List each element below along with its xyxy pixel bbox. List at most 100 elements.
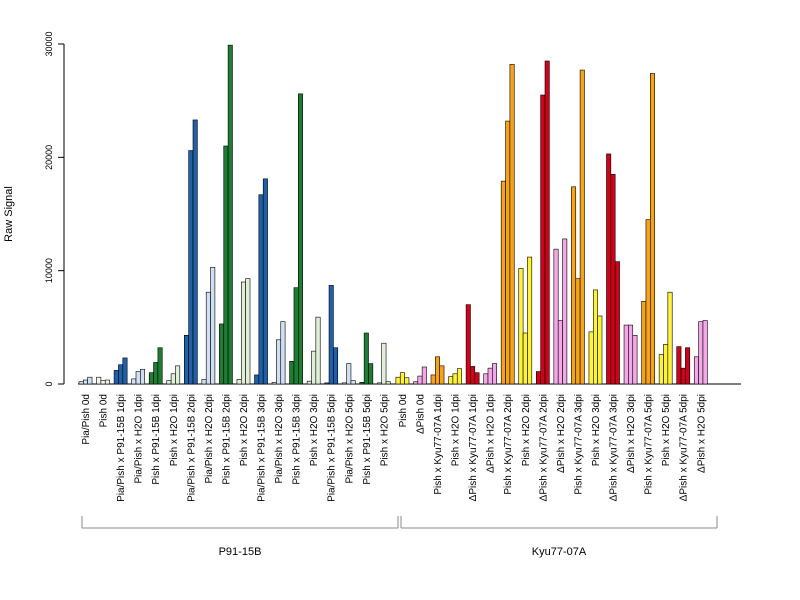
bar: [557, 320, 563, 385]
x-tick-label: ΔPish 0d: [415, 394, 426, 434]
bar: [663, 344, 669, 385]
bar: [456, 368, 462, 385]
bar: [540, 94, 546, 385]
bar: [205, 291, 211, 385]
bar: [135, 371, 141, 385]
bars: [78, 44, 708, 385]
bar: [421, 366, 427, 385]
bar: [610, 174, 616, 385]
bar: [223, 145, 229, 385]
bar: [698, 321, 704, 385]
bar: [289, 361, 295, 385]
x-tick-label: Pish x Kyu77-07A 3dpi: [573, 394, 584, 495]
x-tick-label: Pish x P91-15B 2dpi: [221, 394, 232, 485]
bar: [385, 381, 391, 385]
bar: [254, 374, 260, 385]
bar: [381, 342, 387, 385]
x-tick-label: ΔPish x H2O 3dpi: [626, 394, 637, 473]
bar: [100, 380, 106, 385]
x-tick-label: Pia/Pish x P91-15B 2dpi: [186, 394, 197, 502]
bar: [417, 375, 423, 385]
x-tick-label: Pish x H2O 5dpi: [379, 394, 390, 466]
bar: [474, 372, 480, 385]
x-tick-label: ΔPish x H2O 2dpi: [556, 394, 567, 473]
bar: [276, 339, 282, 385]
bar: [509, 64, 515, 385]
bar: [487, 367, 493, 385]
x-tick-label: Pia/Pish x P91-15B 1dpi: [116, 394, 127, 502]
bar: [685, 347, 691, 385]
bar: [166, 380, 172, 385]
bar: [113, 370, 119, 385]
bar: [188, 150, 194, 385]
bar: [522, 332, 528, 385]
x-tick-label: ΔPish x Kyu77-07A 5dpi: [679, 394, 690, 501]
x-tick-label: ΔPish x Kyu77-07A 2dpi: [538, 394, 549, 501]
bar: [597, 315, 603, 385]
x-tick-label: Pish x Kyu77-07A 2dpi: [503, 394, 514, 495]
x-tick-label: Pish 0d: [398, 394, 409, 427]
bar: [219, 323, 225, 385]
bar: [175, 365, 181, 385]
bar: [293, 287, 299, 385]
bar: [201, 379, 207, 385]
bar: [148, 372, 154, 385]
bar: [649, 73, 655, 385]
bar: [579, 69, 585, 385]
bar: [500, 180, 506, 385]
x-tick-label: Pish x H2O 3dpi: [309, 394, 320, 466]
x-tick-label: Pia/Pish x H2O 2dpi: [204, 394, 215, 484]
bar: [341, 382, 347, 385]
bar: [553, 248, 559, 385]
bar: [676, 346, 682, 385]
y-tick-label: 20000: [44, 145, 54, 170]
bar: [395, 376, 401, 385]
bar: [399, 372, 405, 385]
x-tick-label: Pish x Kyu77-07A 1dpi: [433, 394, 444, 495]
bar: [527, 256, 533, 385]
group-label: Kyu77-07A: [532, 546, 587, 558]
x-tick-label: Pish 0d: [99, 394, 110, 427]
bar: [245, 278, 251, 385]
bar: [210, 266, 216, 385]
bar: [262, 178, 268, 385]
bar: [680, 367, 686, 385]
bar: [118, 364, 124, 385]
x-tick-label: ΔPish x Kyu77-07A 1dpi: [468, 394, 479, 501]
bar: [122, 357, 128, 385]
y-axis: 0 10000 20000 30000: [44, 31, 65, 387]
bar: [575, 278, 581, 385]
bar: [658, 354, 664, 385]
bar: [470, 366, 476, 385]
bar: [311, 350, 317, 385]
y-tick-label: 30000: [44, 31, 54, 56]
bar: [280, 321, 286, 385]
bar: [153, 362, 159, 385]
bar: [241, 281, 246, 385]
bar: [448, 376, 454, 385]
bar: [435, 356, 441, 385]
y-axis-label: Raw Signal: [3, 186, 15, 242]
bar: [628, 324, 634, 385]
bar: [315, 316, 321, 385]
bar: [483, 373, 489, 385]
bar: [693, 356, 699, 385]
bar: [606, 153, 612, 385]
bar: [131, 378, 137, 385]
bar: [562, 238, 568, 385]
bar: [645, 219, 651, 385]
bar: [592, 289, 598, 385]
x-tick-label: Pish x P91-15B 3dpi: [292, 394, 303, 485]
x-tick-label: ΔPish x H2O 1dpi: [486, 394, 497, 473]
bar: [492, 363, 498, 385]
bar: [465, 304, 471, 385]
x-tick-label: Pish x H2O 5dpi: [661, 394, 672, 466]
bar: [439, 365, 445, 385]
bar: [535, 371, 541, 385]
group-label: P91-15B: [219, 546, 262, 558]
x-tick-label: Pia/Pish 0d: [81, 394, 92, 445]
bar: [271, 381, 277, 385]
bar: [157, 347, 163, 385]
x-tick-label: Pish x H2O 1dpi: [169, 394, 180, 466]
